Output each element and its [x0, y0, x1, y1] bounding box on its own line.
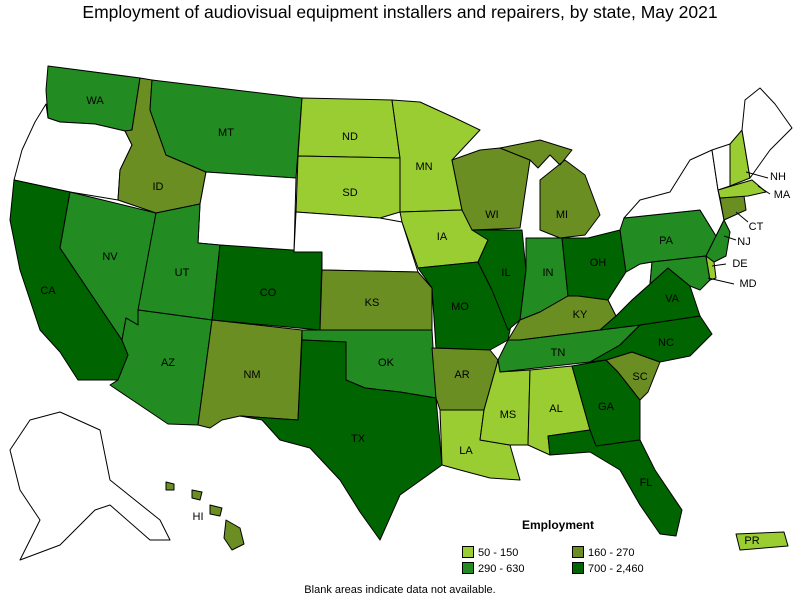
state-label-fl: FL: [640, 477, 653, 489]
state-label-co: CO: [260, 287, 277, 299]
state-ct[interactable]: [719, 195, 747, 221]
map-title: Employment of audiovisual equipment inst…: [82, 2, 718, 22]
state-mi[interactable]: [499, 139, 601, 239]
legend-label-4: 700 - 2,460: [588, 563, 644, 575]
state-label-al: AL: [549, 403, 562, 415]
state-label-wi: WI: [485, 209, 498, 221]
state-label-ky: KY: [573, 309, 588, 321]
state-label-tn: TN: [551, 347, 566, 359]
state-label-wa: WA: [86, 95, 104, 107]
legend-title: Employment: [522, 518, 595, 532]
state-label-mn: MN: [415, 161, 432, 173]
state-label-ia: IA: [437, 231, 448, 243]
state-label-la: LA: [459, 445, 473, 457]
legend-label-2: 160 - 270: [588, 547, 635, 559]
state-ma[interactable]: [717, 179, 767, 199]
state-wi[interactable]: [451, 147, 531, 231]
state-label-mo: MO: [451, 301, 469, 313]
legend-swatch-4: [572, 562, 584, 574]
legend-item-1: 50 - 150: [462, 546, 518, 560]
state-label-ct: CT: [749, 221, 764, 233]
state-label-hi: HI: [193, 511, 204, 523]
legend-label-1: 50 - 150: [478, 547, 519, 559]
state-ak[interactable]: [9, 411, 171, 561]
state-label-mi: MI: [556, 209, 568, 221]
legend-swatch-2: [572, 546, 584, 558]
state-label-sd: SD: [342, 187, 357, 199]
legend-item-2: 160 - 270: [572, 546, 634, 560]
state-tx[interactable]: [239, 339, 443, 541]
state-hi[interactable]: [165, 481, 245, 551]
state-label-ok: OK: [378, 357, 395, 369]
state-label-pa: PA: [659, 235, 674, 247]
state-label-ut: UT: [175, 267, 190, 279]
state-label-id: ID: [153, 181, 164, 193]
state-label-ks: KS: [365, 297, 380, 309]
state-label-nj: NJ: [737, 236, 750, 248]
state-label-pr: PR: [744, 535, 759, 547]
state-label-ms: MS: [500, 409, 517, 421]
state-label-sc: SC: [632, 371, 647, 383]
state-label-az: AZ: [161, 357, 175, 369]
state-label-ar: AR: [454, 369, 469, 381]
state-label-nd: ND: [342, 131, 358, 143]
state-label-in: IN: [543, 267, 554, 279]
state-label-md: MD: [739, 278, 756, 290]
state-label-de: DE: [732, 258, 747, 270]
state-sd[interactable]: [295, 155, 401, 219]
state-label-ma: MA: [774, 189, 791, 201]
state-label-mt: MT: [218, 127, 234, 139]
state-fl[interactable]: [547, 429, 683, 537]
state-label-nm: NM: [243, 369, 260, 381]
state-label-il: IL: [501, 267, 510, 279]
state-label-tx: TX: [351, 433, 366, 445]
legend-item-4: 700 - 2,460: [572, 562, 644, 576]
state-il[interactable]: [471, 229, 527, 331]
legend-label-3: 290 - 630: [478, 563, 525, 575]
state-wy[interactable]: [197, 171, 297, 253]
state-nd[interactable]: [297, 97, 401, 159]
state-label-nh: NH: [770, 171, 786, 183]
legend-swatch-1: [462, 546, 474, 558]
footnote: Blank areas indicate data not available.: [304, 584, 496, 596]
state-label-va: VA: [665, 293, 680, 305]
state-label-ca: CA: [40, 285, 56, 297]
legend-item-3: 290 - 630: [462, 562, 524, 576]
state-pr[interactable]: [735, 531, 789, 551]
state-label-oh: OH: [590, 257, 607, 269]
state-label-nv: NV: [102, 251, 118, 263]
state-me[interactable]: [741, 87, 793, 179]
state-nc[interactable]: [589, 315, 713, 363]
legend-swatch-3: [462, 562, 474, 574]
state-label-nc: NC: [658, 337, 674, 349]
state-label-ga: GA: [598, 401, 615, 413]
state-ks[interactable]: [319, 269, 433, 331]
